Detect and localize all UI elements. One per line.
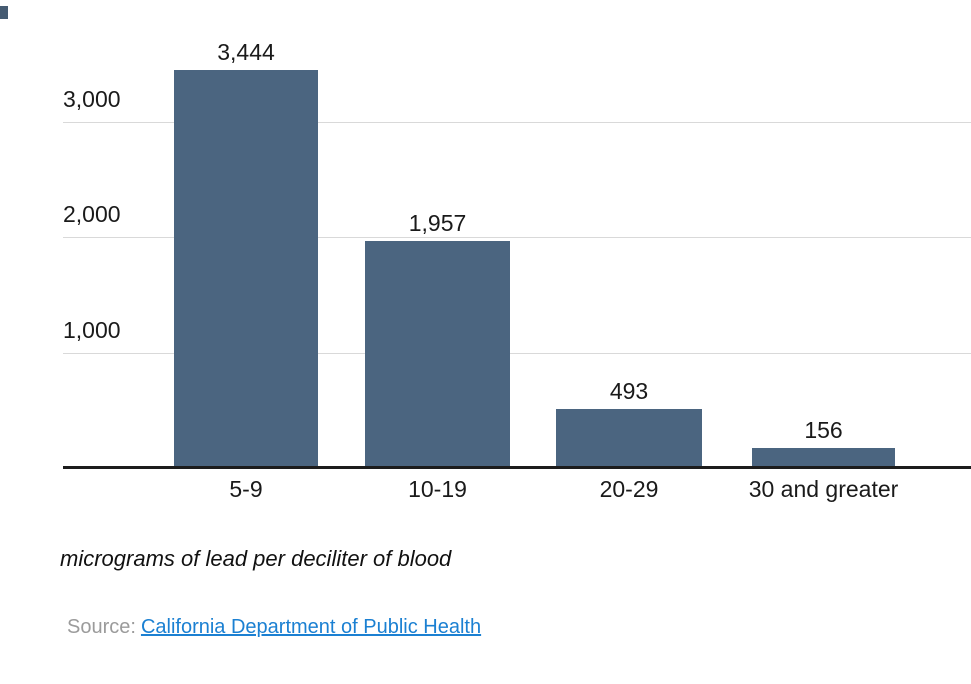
x-axis-tick-label: 5-9	[229, 476, 263, 502]
bar-value-label: 493	[609, 378, 649, 404]
gridline-1000	[63, 353, 971, 354]
y-axis-tick-label: 3,000	[63, 86, 121, 112]
source-line: Source: California Department of Public H…	[67, 615, 481, 640]
x-axis-tick-label: 30 and greater	[748, 476, 899, 502]
gridline-2000	[63, 237, 971, 238]
bar-group-20-29: 493	[556, 0, 702, 466]
source-link[interactable]: California Department of Public Health	[140, 616, 482, 638]
corner-artifact	[0, 6, 8, 19]
bar-value-label: 156	[804, 417, 843, 443]
bar-group-5-9: 3,444	[174, 0, 318, 466]
bar-chart: 3,000 2,000 1,000 3,444 1,957 493 156 5-…	[63, 0, 971, 502]
source-label: Source:	[67, 616, 136, 638]
y-axis-tick-label: 2,000	[63, 201, 121, 227]
x-axis-line	[63, 466, 971, 469]
bar-group-30-and-greater: 156	[752, 0, 895, 466]
y-axis-tick-label: 1,000	[63, 317, 121, 343]
axis-unit-caption: micrograms of lead per deciliter of bloo…	[60, 546, 452, 571]
gridline-3000	[63, 122, 971, 123]
bar-10-19	[365, 241, 510, 466]
x-axis-tick-label: 10-19	[408, 476, 467, 502]
bar-5-9	[174, 70, 318, 466]
x-axis-tick-label: 20-29	[599, 476, 659, 502]
bar-value-label: 3,444	[217, 39, 275, 65]
bar-20-29	[556, 409, 702, 466]
bar-30-and-greater	[752, 448, 895, 466]
bar-value-label: 1,957	[408, 210, 467, 236]
bar-group-10-19: 1,957	[365, 0, 510, 466]
